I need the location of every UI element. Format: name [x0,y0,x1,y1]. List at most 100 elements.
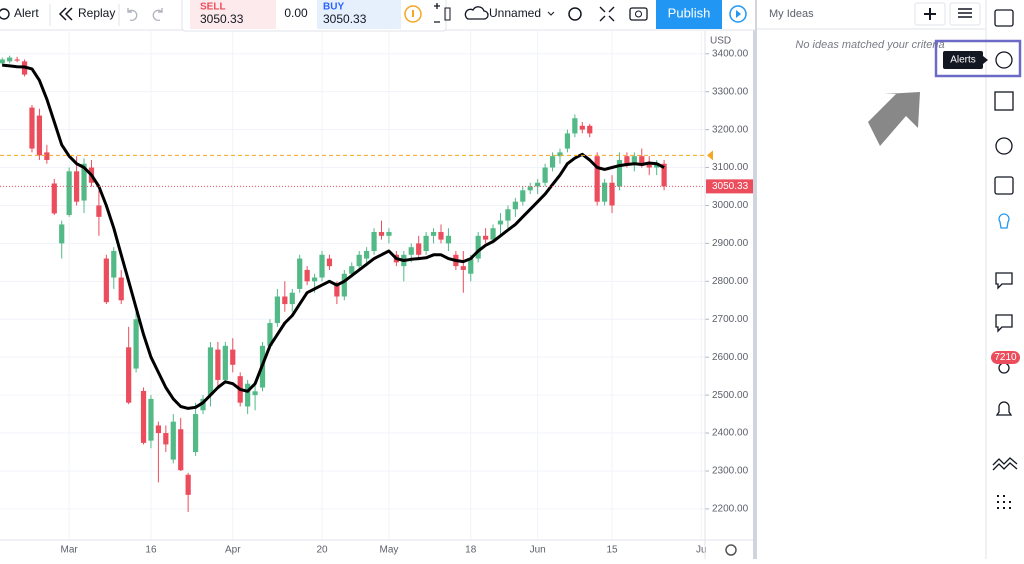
order-panel-icon[interactable] [992,457,1018,471]
candle-body [416,243,422,255]
candle-body [616,159,623,187]
info-button[interactable] [404,5,422,23]
candle-body [349,266,355,274]
candle-body [73,171,80,202]
sell-button[interactable]: SELL 3050.33 [190,0,276,29]
y-tick-label: 3200.00 [712,124,749,135]
redo-button[interactable] [152,8,163,22]
watchlist-icon[interactable] [994,9,1014,27]
candle-body [520,190,526,202]
candle-body [289,292,295,305]
y-tick-label: 2800.00 [712,276,749,287]
hotlists-icon[interactable] [995,137,1013,155]
candle-body [111,250,117,278]
settings-gear[interactable] [725,544,737,556]
calendar-icon[interactable] [994,176,1014,195]
candle-body [423,235,429,251]
x-tick-label: Apr [225,545,241,556]
candle-body [14,59,20,61]
zoom-buttons[interactable] [434,3,440,23]
candle-body [438,232,444,240]
candle-body [579,125,585,130]
candle-body [371,232,377,251]
y-tick-label: 2600.00 [712,352,749,363]
candle-body [0,59,5,64]
candle-body [445,235,452,244]
alert-button[interactable]: Alert [0,6,39,20]
sidebar [985,0,1024,559]
candle-body [408,247,414,255]
candle-body [7,57,13,62]
empty-message: No ideas matched your criteria [795,39,944,51]
play-button[interactable] [729,5,747,23]
buy-button[interactable]: BUY 3050.33 [317,0,401,29]
candle-body [192,414,199,453]
dom-icon[interactable] [997,495,1011,509]
candle-body [430,232,437,236]
candle-body [334,285,340,297]
candle-body [59,224,65,244]
layout-name-button[interactable]: Unnamed [464,6,555,20]
publish-button[interactable]: Publish [656,0,722,29]
moving-average [2,63,665,410]
x-tick-label: May [379,545,398,556]
candle-body [163,433,169,445]
chats-icon[interactable] [995,272,1013,290]
layout-button[interactable] [444,7,451,21]
alerts-icon[interactable] [995,51,1013,69]
notifications-icon[interactable] [995,401,1013,416]
currency-label: USD [710,36,731,47]
candle-body [512,201,518,210]
candle-body [245,383,251,407]
candle-body [96,205,102,217]
candle-body [609,182,615,206]
candle-body [378,232,385,236]
settings-button[interactable] [568,7,582,21]
candle-body [535,182,541,187]
candle-body [602,182,608,202]
list-view-button[interactable] [949,2,981,26]
private-chats-icon[interactable] [995,314,1013,333]
y-tick-label: 2500.00 [712,390,749,401]
add-idea-button[interactable] [914,2,946,26]
data-window-icon[interactable] [994,91,1014,111]
last-price-label: 3050.33 [712,181,749,192]
x-tick-label: 15 [606,545,618,556]
candle-body [170,421,176,460]
candle-body [356,254,362,267]
reference-marker [707,150,713,161]
candle-body [103,258,109,303]
ideas-title: My Ideas [769,8,814,20]
candle-body [639,156,645,166]
replay-button[interactable]: Replay [58,6,115,21]
candle-body [661,163,667,187]
y-tick-label: 3400.00 [712,48,749,59]
candle-body [564,133,571,149]
candle-body [505,209,511,221]
pointer-arrow [868,92,920,146]
candle-body [326,258,333,267]
x-tick-label: 16 [145,545,157,556]
candle-body [252,391,258,396]
last-price-tag [706,179,754,194]
y-tick-label: 3300.00 [712,86,749,97]
candle-body [475,235,481,259]
candle-body [215,349,221,380]
snapshot-button[interactable] [629,7,648,21]
candle-body [185,474,191,495]
fullscreen-button[interactable] [599,6,615,22]
candle-body [594,156,600,202]
ideas-icon[interactable] [998,213,1010,229]
x-tick-label: 18 [465,545,477,556]
undo-button[interactable] [127,8,138,22]
candle-body [200,398,206,411]
buy-label: BUY [323,2,344,13]
candle-body [36,115,43,156]
candle-body [44,152,50,160]
replay-label: Replay [78,6,115,20]
candle-body [66,171,72,215]
badge-count: 7210 [994,352,1017,363]
candle-body [483,235,489,240]
x-tick-label: 20 [316,545,328,556]
sidebar-icons [992,9,1018,509]
